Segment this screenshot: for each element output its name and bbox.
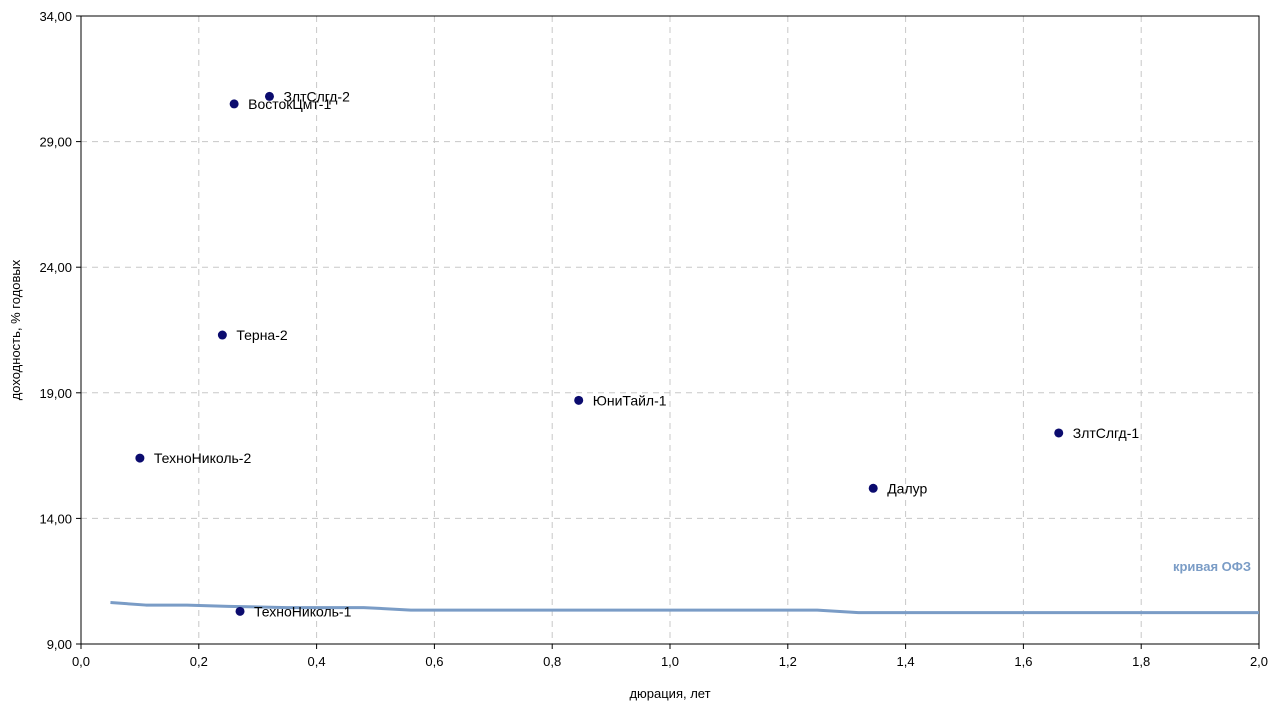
y-tick-label: 29,00 <box>39 135 72 150</box>
x-tick-label: 2,0 <box>1250 654 1268 669</box>
y-tick-label: 19,00 <box>39 386 72 401</box>
y-axis: 9,00 14,00 19,00 24,00 29,00 34,00 <box>39 9 81 652</box>
grid-layer <box>81 16 1259 644</box>
x-tick-label: 0,2 <box>190 654 208 669</box>
data-point <box>868 483 878 493</box>
ofz-curve-line <box>110 601 1259 615</box>
y-tick-label: 34,00 <box>39 9 72 24</box>
y-tick-label: 24,00 <box>39 260 72 275</box>
data-point <box>264 91 274 101</box>
data-point-label: Терна-2 <box>236 327 288 343</box>
x-axis: 0,0 0,2 0,4 0,6 0,8 1,0 1,2 1,4 1,6 1,8 2,0 <box>72 644 1268 669</box>
data-point-label: Далур <box>887 480 927 496</box>
data-point <box>135 453 145 463</box>
data-point <box>1054 428 1064 438</box>
data-point-label: ТехноНиколь-2 <box>154 450 252 466</box>
x-tick-label: 0,0 <box>72 654 90 669</box>
x-tick-label: 1,0 <box>661 654 679 669</box>
x-tick-label: 1,2 <box>779 654 797 669</box>
data-point-label: ТехноНиколь-1 <box>254 603 352 619</box>
data-point <box>217 330 227 340</box>
data-point-label: ВостокЦмт-1 <box>248 96 331 112</box>
y-axis-title: доходность, % годовых <box>8 259 23 400</box>
curve-layer: кривая ОФЗ <box>110 559 1259 615</box>
x-tick-label: 1,4 <box>897 654 915 669</box>
x-tick-label: 0,4 <box>308 654 326 669</box>
data-point <box>574 395 584 405</box>
ofz-curve-label: кривая ОФЗ <box>1173 559 1251 574</box>
x-axis-title: дюрация, лет <box>629 686 710 701</box>
data-point-label: ЗлтСлгд-1 <box>1073 425 1140 441</box>
y-tick-label: 9,00 <box>47 637 72 652</box>
data-point-label: ЗлтСлгд-2 <box>283 88 350 104</box>
y-tick-label: 14,00 <box>39 511 72 526</box>
x-tick-label: 1,8 <box>1132 654 1150 669</box>
data-point-label: ЮниТайл-1 <box>593 392 667 408</box>
data-point <box>229 99 239 109</box>
x-tick-label: 0,8 <box>543 654 561 669</box>
x-tick-label: 1,6 <box>1014 654 1032 669</box>
data-point <box>235 606 245 616</box>
x-tick-label: 0,6 <box>425 654 443 669</box>
